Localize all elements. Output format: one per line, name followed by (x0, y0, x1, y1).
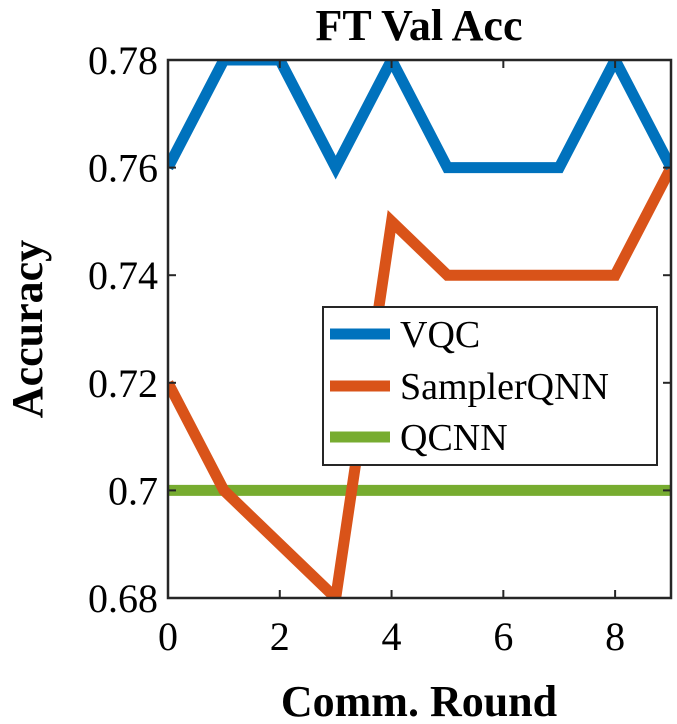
legend-label-qcnn: QCNN (400, 417, 508, 459)
x-tick-label: 2 (270, 614, 290, 659)
legend-label-vqc: VQC (400, 314, 480, 356)
series-line-samplerqnn (168, 165, 671, 598)
legend: VQC SamplerQNN QCNN (322, 306, 658, 466)
y-axis-label: Accuracy (3, 240, 52, 418)
ticks-layer: 0 2 4 6 8 0.68 0.7 0.72 0.74 0.76 0.78 (88, 38, 671, 659)
x-tick-label: 4 (382, 614, 402, 659)
x-tick-label: 8 (605, 614, 625, 659)
x-axis-label: Comm. Round (281, 677, 557, 724)
x-tick-label: 0 (158, 614, 178, 659)
y-tick-label: 0.76 (88, 146, 158, 191)
y-tick-label: 0.7 (108, 468, 158, 513)
y-tick-label: 0.68 (88, 576, 158, 621)
y-tick-label: 0.78 (88, 38, 158, 83)
series-layer (168, 60, 671, 598)
x-tick-label: 6 (493, 614, 513, 659)
chart-title: FT Val Acc (315, 1, 522, 50)
series-line-vqc (168, 60, 671, 180)
y-tick-label: 0.74 (88, 253, 158, 298)
y-tick-label: 0.72 (88, 361, 158, 406)
legend-label-samplerqnn: SamplerQNN (400, 366, 609, 408)
plot-frame (166, 58, 673, 600)
